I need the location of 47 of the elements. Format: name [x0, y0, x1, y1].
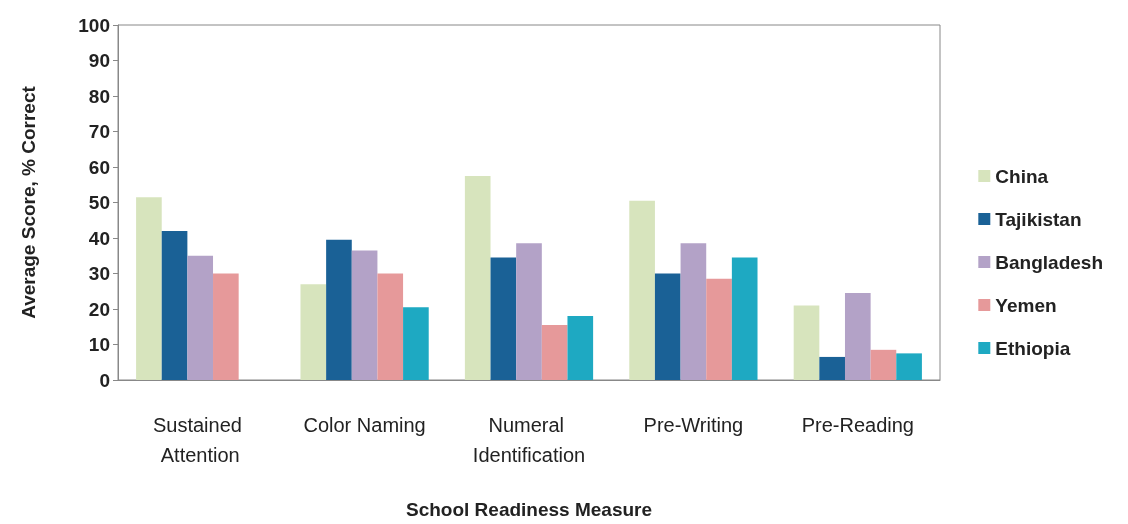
bar — [377, 273, 404, 380]
y-tick-label: 70 — [88, 121, 110, 142]
bar — [403, 307, 429, 380]
bar — [731, 257, 758, 380]
x-tick-label: Pre-Writing — [643, 414, 744, 436]
x-tick-label: Numeral Identification — [472, 414, 586, 466]
bar — [300, 284, 327, 380]
y-tick-label: 10 — [88, 334, 110, 355]
bar — [870, 349, 897, 380]
legend-label: Yemen — [995, 294, 1057, 316]
bar — [654, 273, 681, 380]
legend-label: Bangladesh — [995, 251, 1104, 273]
legend-label: China — [995, 165, 1049, 187]
bar — [187, 255, 214, 380]
legend-label: Ethiopia — [995, 337, 1071, 359]
y-tick-label: 100 — [78, 14, 110, 36]
bar — [844, 293, 871, 380]
y-tick-label: 50 — [88, 192, 110, 213]
y-tick-label: 60 — [88, 156, 110, 178]
bar — [896, 353, 922, 380]
x-tick-label: Color Naming — [303, 414, 426, 436]
bar — [136, 197, 162, 380]
y-tick-label: 30 — [88, 263, 110, 284]
bar — [351, 250, 378, 380]
bar — [326, 239, 352, 380]
bar — [213, 273, 239, 380]
bar — [819, 356, 845, 380]
bar — [490, 257, 517, 380]
x-tick-label: Pre-Reading — [801, 414, 914, 436]
bar — [516, 243, 542, 380]
bar — [793, 305, 820, 380]
y-tick-label: 20 — [88, 298, 110, 320]
bar — [464, 175, 491, 380]
y-tick-label: 90 — [88, 50, 110, 71]
y-tick-label: 40 — [88, 227, 110, 249]
bar — [567, 316, 594, 380]
x-tick-label: Sustained Attention — [152, 414, 248, 466]
y-tick-label: 80 — [88, 85, 110, 107]
bar — [629, 200, 655, 380]
bar — [161, 230, 188, 380]
bar — [680, 243, 707, 380]
bar — [541, 324, 568, 380]
x-axis-title: School Readiness Measure — [405, 499, 653, 520]
y-tick-label: 0 — [99, 369, 110, 391]
bar — [706, 278, 732, 380]
y-axis-title: Average Score, % Correct — [18, 85, 39, 319]
legend-label: Tajikistan — [995, 208, 1082, 230]
